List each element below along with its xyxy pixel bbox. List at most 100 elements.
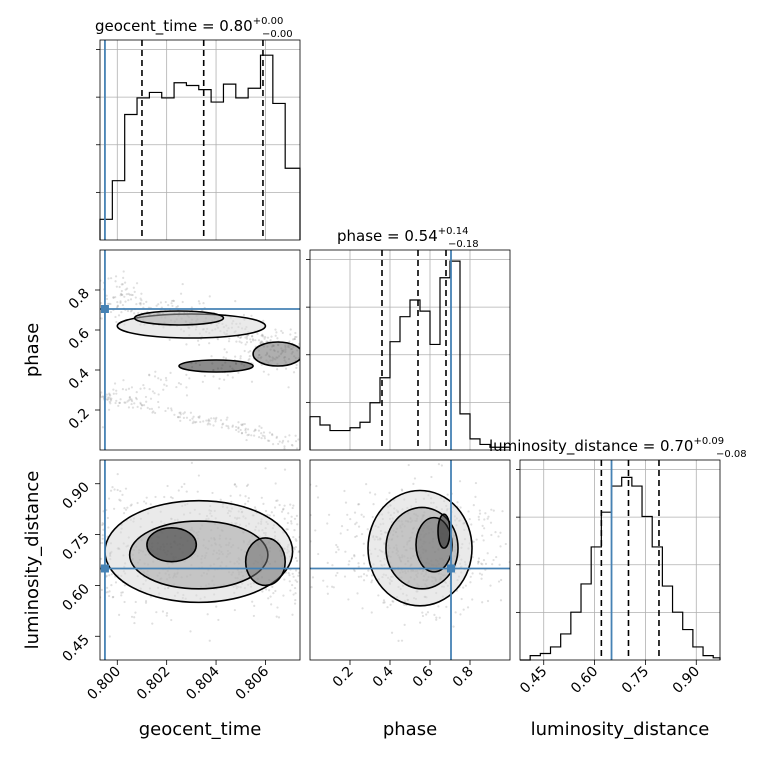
sample-point	[343, 489, 346, 493]
sample-point	[242, 313, 246, 317]
sample-point	[264, 335, 267, 339]
sample-point	[467, 510, 470, 513]
sample-point	[250, 434, 253, 437]
sample-point	[148, 388, 151, 391]
sample-point	[269, 338, 272, 342]
sample-point	[275, 499, 278, 502]
sample-point	[295, 335, 298, 339]
sample-point	[260, 437, 263, 440]
sample-point	[271, 433, 274, 437]
sample-point	[234, 425, 238, 429]
sample-point	[155, 611, 158, 614]
sample-point	[157, 406, 160, 409]
sample-point	[120, 283, 123, 286]
sample-point	[207, 419, 210, 422]
sample-point	[361, 607, 364, 610]
sample-point	[265, 340, 268, 343]
sample-point	[243, 422, 246, 426]
sample-point	[129, 504, 132, 507]
sample-point	[215, 605, 218, 608]
sample-point	[169, 371, 172, 374]
sample-point	[472, 504, 475, 507]
sample-point	[164, 376, 168, 380]
sample-point	[124, 288, 127, 291]
sample-point	[127, 406, 131, 409]
histogram-steps	[309, 260, 511, 450]
sample-point	[225, 418, 228, 421]
sample-point	[294, 598, 297, 602]
sample-point	[266, 439, 270, 442]
sample-point	[115, 392, 118, 395]
sample-point	[171, 304, 174, 308]
sample-point	[297, 550, 300, 554]
sample-point	[254, 429, 257, 432]
sample-point	[248, 357, 251, 361]
sample-point	[122, 379, 125, 382]
sample-point	[108, 400, 111, 403]
sample-point	[244, 428, 247, 432]
sample-point	[344, 550, 347, 553]
sample-point	[426, 611, 430, 614]
sample-point	[198, 416, 201, 419]
sample-point	[145, 496, 148, 499]
sample-point	[189, 411, 192, 414]
sample-point	[294, 336, 297, 339]
sample-point	[477, 515, 480, 518]
sample-point	[217, 618, 220, 622]
sample-point	[257, 436, 261, 439]
sample-point	[291, 583, 294, 587]
sample-point	[121, 283, 124, 286]
sample-point	[489, 584, 492, 587]
sample-point	[292, 575, 295, 578]
sample-point	[190, 306, 193, 309]
sample-point	[291, 613, 294, 616]
sample-point	[135, 282, 139, 285]
sample-point	[253, 430, 256, 433]
sample-point	[116, 488, 119, 492]
sample-point	[106, 586, 109, 589]
sample-point	[129, 298, 133, 301]
sample-point	[247, 433, 250, 436]
sample-point	[483, 518, 486, 521]
sample-point	[354, 523, 357, 526]
sample-point	[231, 424, 234, 427]
sample-point	[121, 303, 125, 307]
sample-point	[233, 483, 237, 486]
sample-point	[245, 341, 249, 344]
sample-point	[114, 280, 117, 283]
sample-point	[478, 572, 482, 575]
sample-point	[284, 367, 288, 370]
sample-point	[275, 436, 278, 440]
sample-point	[116, 305, 119, 308]
sample-point	[438, 616, 441, 619]
sample-point	[139, 297, 142, 300]
sample-point	[253, 604, 256, 607]
sample-point	[499, 545, 502, 548]
sample-point	[214, 420, 217, 423]
x-tick-label: 0.2	[330, 664, 357, 691]
scatter-panel-geocent_time-phase	[99, 249, 301, 451]
sample-point	[373, 440, 375, 442]
sample-point	[125, 388, 128, 391]
sample-point	[280, 329, 283, 333]
sample-point	[469, 575, 472, 578]
sample-point	[107, 396, 110, 399]
sample-point	[286, 528, 289, 531]
sample-point	[148, 373, 151, 376]
sample-point	[390, 631, 394, 634]
sample-point	[316, 496, 320, 499]
sample-point	[121, 493, 124, 496]
sample-point	[235, 428, 238, 432]
sample-point	[355, 534, 358, 538]
sample-point	[110, 277, 113, 280]
sample-point	[245, 335, 249, 338]
contour-line	[252, 341, 300, 367]
sample-point	[360, 533, 364, 536]
sample-point	[105, 574, 108, 577]
sample-point	[230, 500, 233, 503]
x-tick-label: 0.60	[568, 664, 601, 697]
sample-point	[499, 599, 503, 602]
sample-point	[292, 593, 295, 596]
sample-point	[139, 387, 142, 390]
sample-point	[274, 328, 277, 331]
